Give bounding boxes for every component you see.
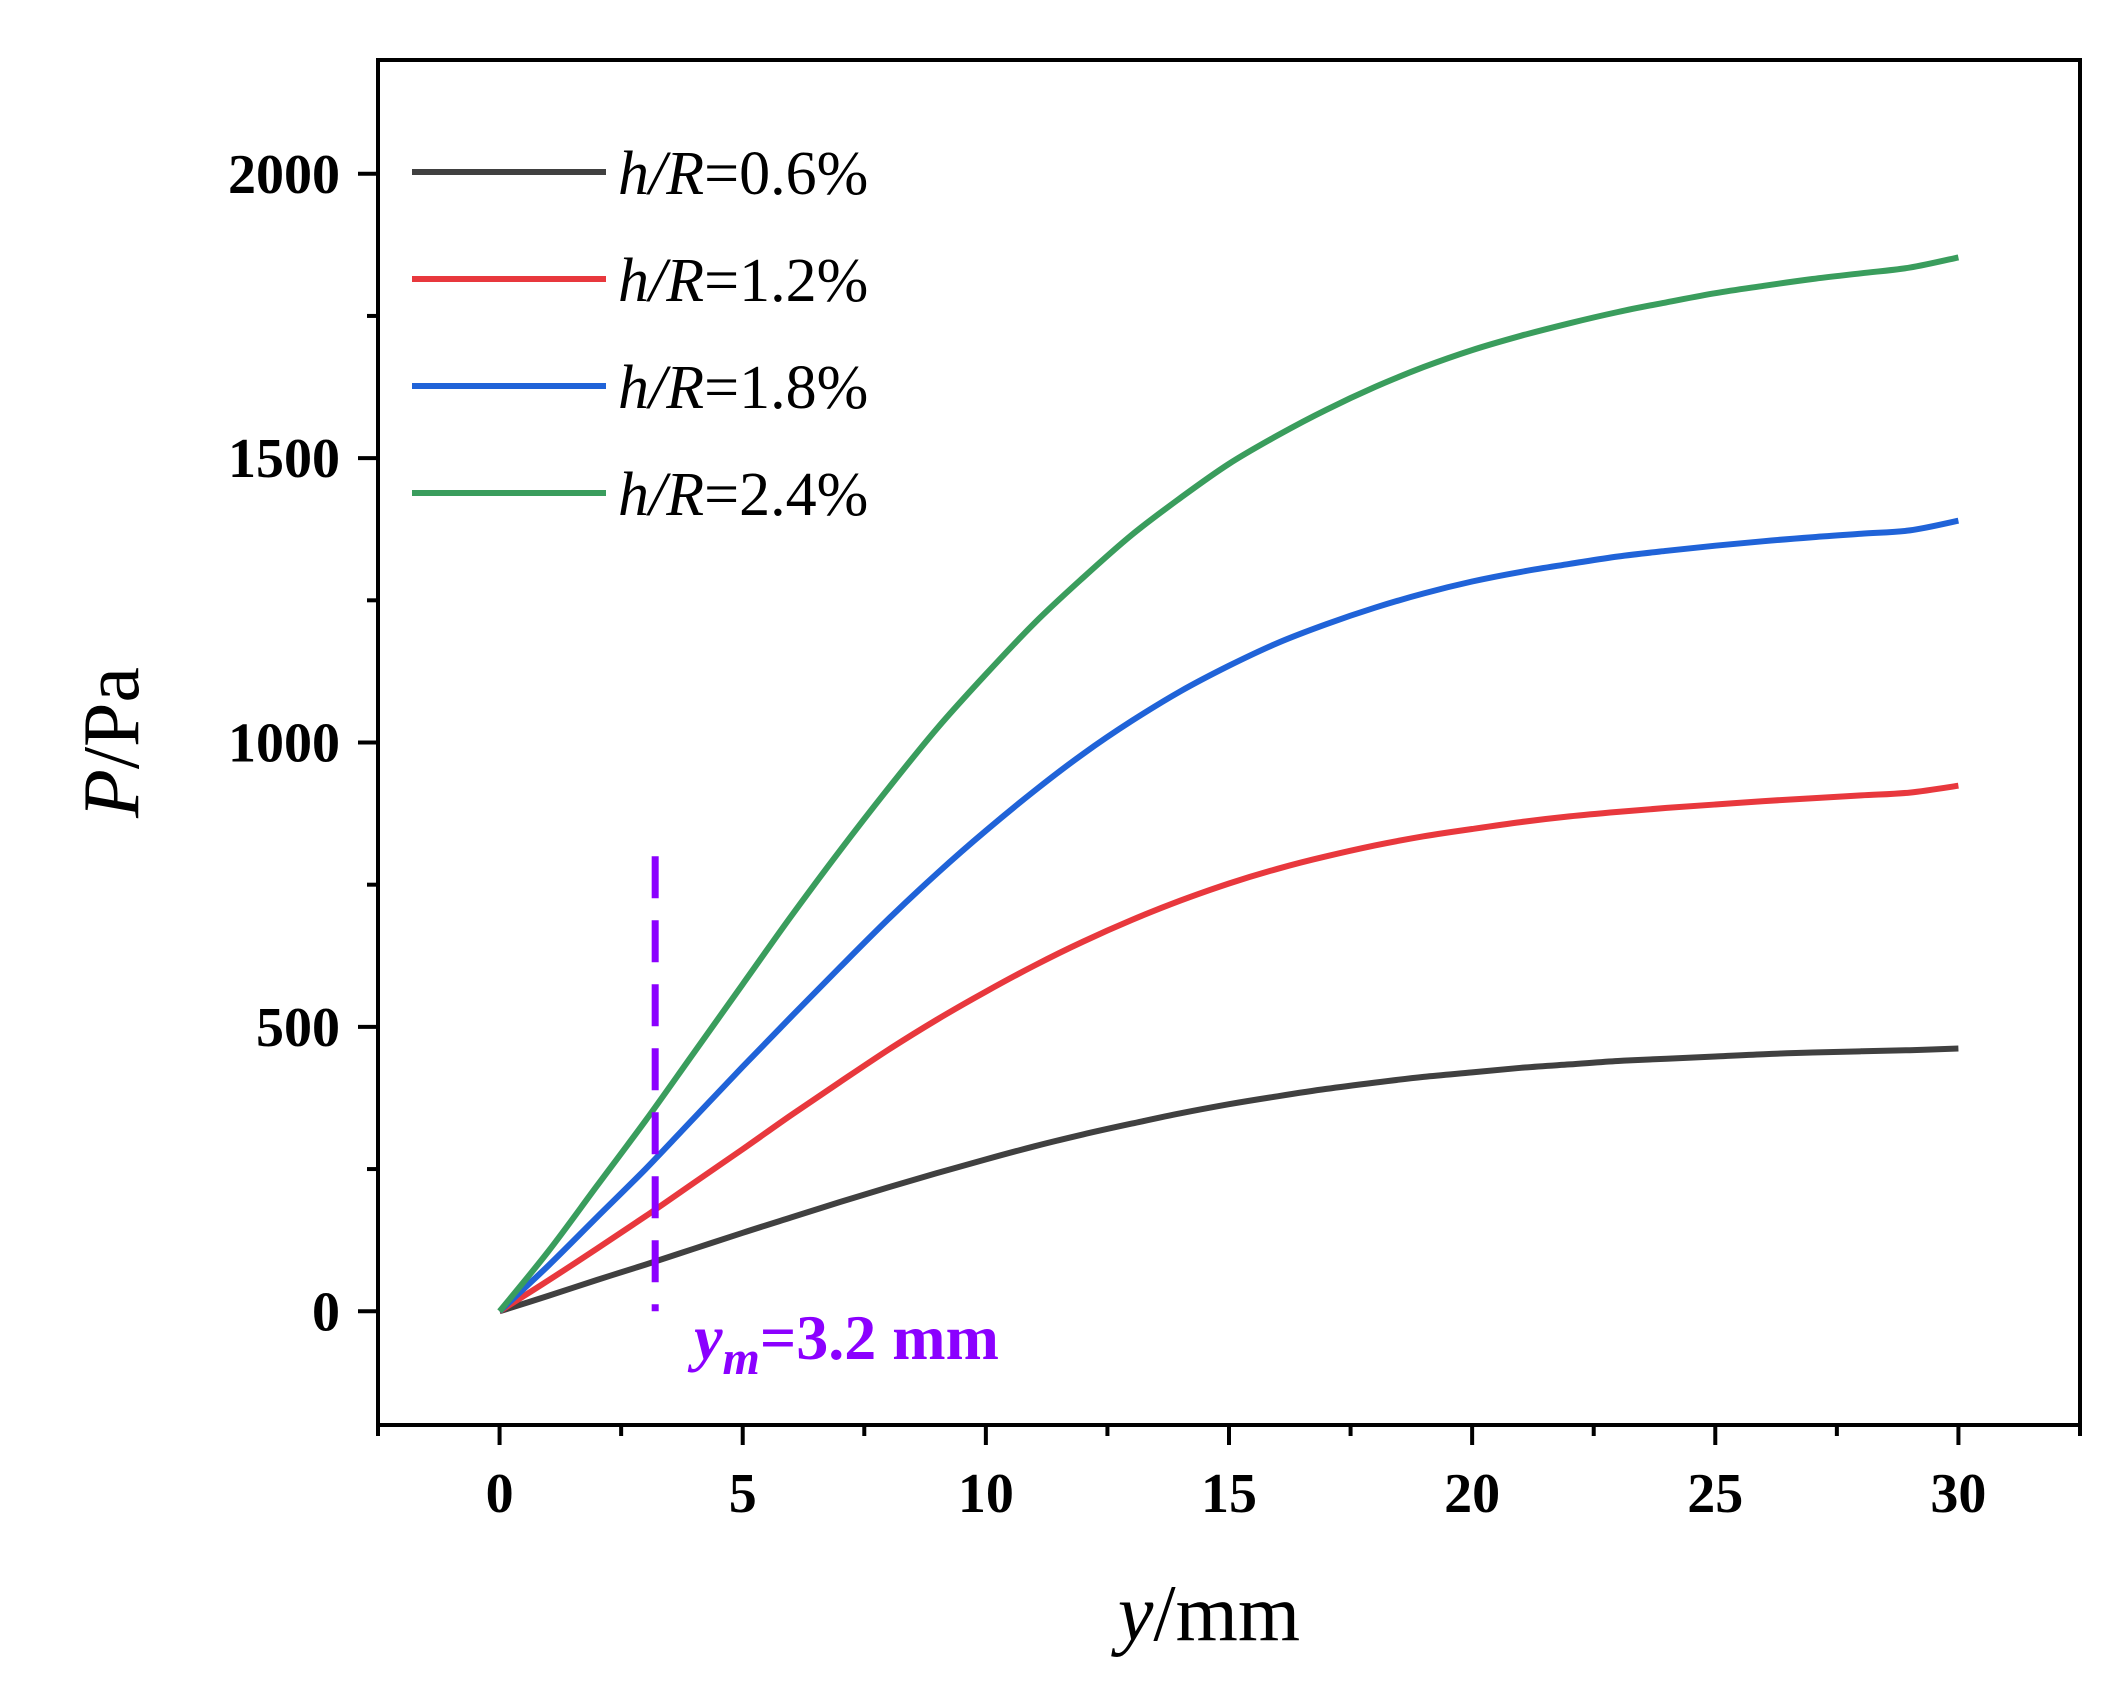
y-tick-label: 2000: [228, 144, 340, 206]
ym-annotation-text: =3.2 mm: [760, 1302, 999, 1373]
x-tick-label: 20: [1444, 1463, 1500, 1525]
legend-label-2: h/R=1.2%: [618, 247, 868, 315]
legend-var: h/R: [618, 140, 704, 208]
x-tick-label: 15: [1201, 1463, 1257, 1525]
annotations: ym=3.2 mm: [651, 856, 999, 1385]
series-line-2: [497, 782, 1959, 1314]
x-tick-label: 0: [486, 1463, 514, 1525]
y-tick-label: 500: [256, 997, 340, 1059]
series-line-3: [497, 517, 1959, 1314]
ym-annotation-sub: m: [722, 1332, 759, 1385]
x-axis-title: y/mm: [1111, 1570, 1300, 1658]
legend-value: =1.2%: [704, 247, 868, 315]
x-tick-label: 10: [958, 1463, 1014, 1525]
ym-annotation: ym=3.2 mm: [687, 1302, 999, 1385]
legend: h/R=0.6%h/R=1.2%h/R=1.8%h/R=2.4%: [412, 140, 868, 529]
y-tick-label: 1500: [228, 428, 340, 490]
legend-var: h/R: [618, 354, 704, 422]
y-axis-unit: /Pa: [68, 667, 156, 769]
series-lines: [497, 254, 1960, 1315]
x-axis-unit: /mm: [1153, 1570, 1300, 1658]
legend-label-1: h/R=0.6%: [618, 140, 868, 208]
ym-annotation-var: y: [687, 1302, 723, 1373]
series-line-4: [497, 254, 1960, 1314]
x-axis-var: y: [1111, 1570, 1154, 1658]
legend-label-4: h/R=2.4%: [618, 461, 868, 529]
legend-value: =2.4%: [704, 461, 868, 529]
y-tick-label: 1000: [228, 713, 340, 775]
y-axis-var: P: [68, 769, 156, 819]
x-tick-label: 5: [729, 1463, 757, 1525]
legend-var: h/R: [618, 247, 704, 315]
legend-var: h/R: [618, 461, 704, 529]
legend-label-3: h/R=1.8%: [618, 354, 868, 422]
x-tick-label: 30: [1930, 1463, 1986, 1525]
y-axis-title: P/Pa: [68, 667, 156, 819]
ticks: 0 5 10 15 20 25 30 0 500 1000 1500 2000: [228, 144, 2082, 1525]
y-tick-label: 0: [312, 1281, 340, 1343]
legend-value: =1.8%: [704, 354, 868, 422]
x-tick-label: 25: [1687, 1463, 1743, 1525]
legend-value: =0.6%: [704, 140, 868, 208]
series-line-1: [498, 1045, 1959, 1315]
